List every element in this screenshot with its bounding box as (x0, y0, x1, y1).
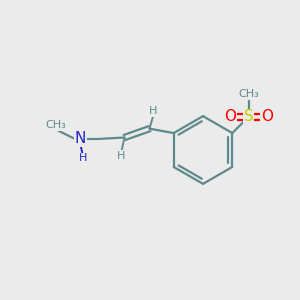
Text: H: H (117, 151, 126, 161)
Text: CH₃: CH₃ (238, 89, 259, 99)
Text: H: H (79, 153, 87, 164)
Text: N: N (75, 131, 86, 146)
Text: H: H (149, 106, 157, 116)
Text: O: O (224, 110, 236, 124)
Text: O: O (261, 110, 273, 124)
Text: S: S (244, 110, 254, 124)
Text: CH₃: CH₃ (46, 120, 66, 130)
